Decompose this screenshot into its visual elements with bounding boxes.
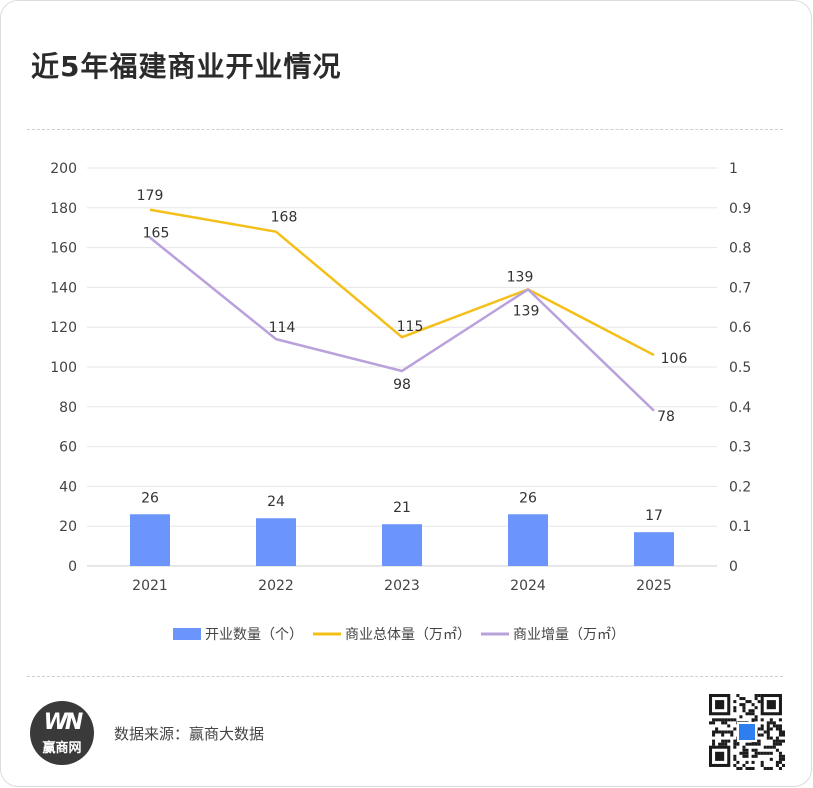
bar-value-label: 17	[645, 508, 663, 524]
legend-swatch-bar	[173, 628, 201, 640]
combo-chart: 0 20 40 60 80 100 120 140 160 180 200 0 0.1 0.2 0.3 0.4…	[50, 161, 751, 643]
x-tick-label: 2023	[384, 578, 420, 594]
y-right-tick-label: 0.4	[729, 400, 751, 416]
total-line	[149, 208, 655, 357]
bar	[508, 514, 548, 566]
qr-code-icon	[709, 694, 785, 770]
y-right-tick-label: 0.3	[729, 440, 751, 456]
y-right-tick-label: 0.8	[729, 241, 751, 257]
increment-value-label: 98	[393, 377, 411, 393]
increment-value-label: 78	[657, 409, 675, 425]
y-right-tick-label: 0.6	[729, 320, 751, 336]
y-left-tick-label: 0	[68, 559, 77, 575]
y-right-tick-label: 0.1	[729, 519, 751, 535]
x-tick-label: 2021	[132, 578, 168, 594]
legend-label: 商业增量（万㎡）	[513, 627, 625, 643]
data-source: 数据来源：赢商大数据	[114, 725, 265, 743]
y-left-tick-label: 40	[59, 479, 77, 495]
bar-value-label: 26	[141, 490, 159, 506]
total-value-label: 179	[137, 188, 164, 204]
y-right-tick-label: 1	[729, 161, 738, 177]
y-left-tick-label: 140	[50, 280, 77, 296]
increment-value-label: 114	[269, 320, 296, 336]
page-title: 近5年福建商业开业情况	[31, 50, 342, 83]
increment-value-label: 139	[513, 303, 540, 319]
y-right-tick-label: 0.9	[729, 201, 751, 217]
bar-value-label: 21	[393, 500, 411, 516]
total-value-label: 139	[507, 269, 534, 285]
legend-label: 商业总体量（万㎡）	[345, 627, 471, 643]
total-value-label: 168	[271, 210, 298, 226]
bottom-divider	[27, 676, 783, 677]
top-divider	[27, 129, 783, 130]
y-left-tick-label: 100	[50, 360, 77, 376]
y-left-tick-label: 180	[50, 201, 77, 217]
bar	[130, 514, 170, 566]
bar-value-label: 24	[267, 494, 285, 510]
y-left-tick-label: 200	[50, 161, 77, 177]
total-value-label: 115	[397, 319, 424, 335]
legend-label: 开业数量（个）	[205, 627, 303, 643]
y-right-tick-label: 0.2	[729, 479, 751, 495]
y-left-tick-label: 80	[59, 400, 77, 416]
increment-line	[149, 236, 655, 412]
winshang-logo: WN 赢商网	[30, 701, 94, 765]
bar	[382, 524, 422, 566]
total-value-label: 106	[661, 351, 688, 367]
logo-name: 赢商网	[42, 741, 82, 756]
y-left-tick-label: 160	[50, 241, 77, 257]
x-tick-label: 2024	[510, 578, 546, 594]
y-right-tick-label: 0.5	[729, 360, 751, 376]
y-left-tick-label: 120	[50, 320, 77, 336]
x-tick-label: 2022	[258, 578, 294, 594]
y-right-tick-label: 0.7	[729, 280, 751, 296]
bar	[256, 518, 296, 566]
bar-value-label: 26	[519, 490, 537, 506]
logo-mark: WN	[43, 710, 84, 735]
y-left-tick-label: 20	[59, 519, 77, 535]
y-left-tick-label: 60	[59, 440, 77, 456]
increment-value-label: 165	[143, 226, 170, 242]
y-right-tick-label: 0	[729, 559, 738, 575]
bar	[634, 532, 674, 566]
x-tick-label: 2025	[636, 578, 672, 594]
